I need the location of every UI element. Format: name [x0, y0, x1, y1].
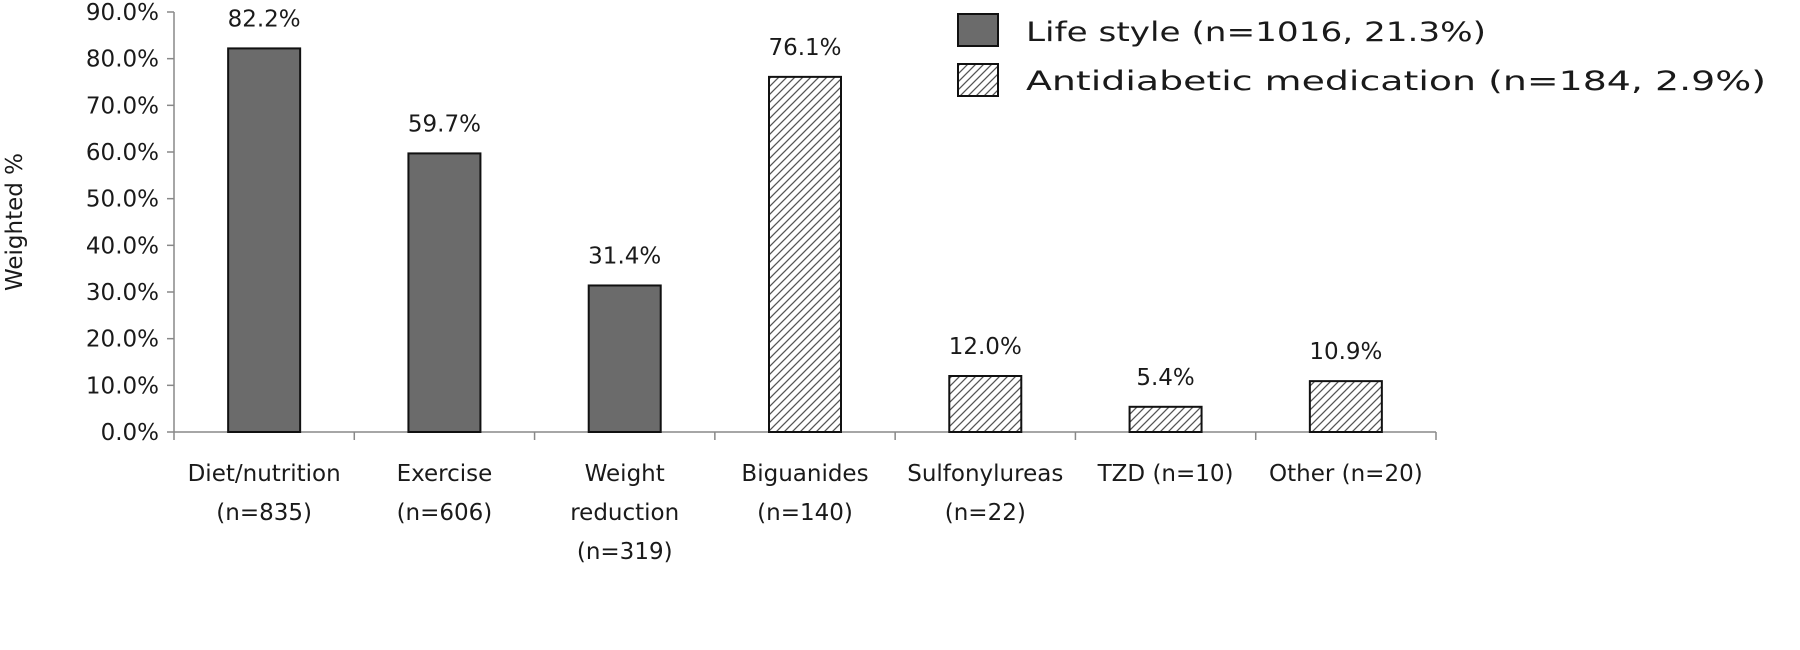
legend-label-antidiabetic-medication: Antidiabetic medication (n=184, 2.9%) [1026, 66, 1766, 97]
x-tick-label: Sulfonylureas (n=22) [907, 461, 1063, 526]
y-tick-label: 90.0% [86, 0, 159, 26]
legend: Life style (n=1016, 21.3%) Antidiabetic … [957, 13, 1766, 97]
x-tick-label: Exercise (n=606) [397, 461, 493, 526]
legend-label-life-style: Life style (n=1016, 21.3%) [1026, 17, 1486, 48]
bar [227, 47, 302, 434]
x-tick-label-line: Exercise [397, 461, 493, 487]
x-tick-label-line: TZD (n=10) [1097, 461, 1234, 487]
y-tick-label: 60.0% [86, 140, 159, 166]
data-label: 82.2% [228, 6, 301, 32]
bar [1308, 380, 1383, 433]
x-tick-label-line: Sulfonylureas [907, 461, 1063, 487]
x-tick-label-line: (n=140) [757, 500, 853, 526]
x-tick-label-line: (n=22) [945, 500, 1026, 526]
data-label: 59.7% [408, 111, 481, 137]
legend-swatch-antidiabetic-medication [957, 63, 999, 97]
y-tick-label: 50.0% [86, 187, 159, 213]
y-tick-label: 40.0% [86, 233, 159, 259]
x-tick-label-line: (n=319) [577, 539, 673, 565]
y-tick-label: 0.0% [101, 420, 159, 446]
x-tick-label-line: Other (n=20) [1269, 461, 1423, 487]
x-tick-label-line: (n=606) [397, 500, 493, 526]
y-tick-label: 20.0% [86, 327, 159, 353]
y-axis-title: Weighted % [2, 153, 28, 291]
bar [407, 152, 482, 433]
labels: 82.2% Diet/nutrition (n=835) 59.7% Exercise (… [188, 6, 1423, 565]
x-tick-label-line: reduction [570, 500, 679, 526]
bar [1128, 405, 1203, 433]
bar [948, 375, 1023, 433]
axes: 0.0% 10.0% 20.0% 30.0% 40.0% 50.0% 60.0% 70.0% 8… [86, 0, 1437, 446]
data-label: 76.1% [768, 35, 841, 61]
x-tick-label: Other (n=20) [1269, 461, 1423, 487]
x-tick-label: Diet/nutrition (n=835) [188, 461, 341, 526]
x-tick-label-line: Biguanides [741, 461, 868, 487]
x-tick-label-line: (n=835) [216, 500, 312, 526]
x-tick-label: Weight reduction (n=319) [570, 461, 679, 565]
y-tick-label: 80.0% [86, 47, 159, 73]
data-label: 12.0% [949, 334, 1022, 360]
x-tick-label-line: Weight [585, 461, 665, 487]
bar [587, 284, 662, 434]
y-tick-label: 30.0% [86, 280, 159, 306]
y-tick-label: 10.0% [86, 373, 159, 399]
x-tick-label: Biguanides (n=140) [741, 461, 868, 526]
bar [768, 75, 842, 433]
bars [227, 47, 1383, 434]
x-tick-label-line: Diet/nutrition [188, 461, 341, 487]
data-label: 10.9% [1309, 339, 1382, 365]
x-tick-label: TZD (n=10) [1097, 461, 1234, 487]
data-label: 31.4% [588, 243, 661, 269]
data-label: 5.4% [1136, 365, 1194, 391]
y-tick-label: 70.0% [86, 93, 159, 119]
legend-swatch-life-style [957, 13, 999, 47]
